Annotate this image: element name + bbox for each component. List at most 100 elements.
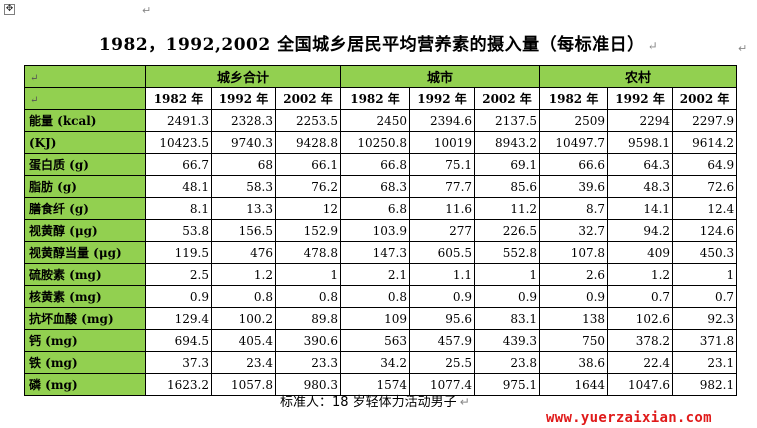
table-row: 膳食纤 (g) 8.1 13.3 12 6.8 11.6 11.2 8.7 14.1 12.4 bbox=[24, 197, 738, 220]
table-row: 硫胺素 (mg) 2.5 1.2 1 2.1 1.1 1 2.6 1.2 1 bbox=[24, 263, 738, 286]
value-cell: 0.9 bbox=[409, 285, 476, 308]
value-cell: 1.1 bbox=[409, 263, 476, 286]
value-cell: 156.5 bbox=[211, 219, 276, 242]
row-label: 视黄醇当量 (μg) bbox=[24, 241, 146, 264]
value-cell: 0.7 bbox=[607, 285, 674, 308]
row-label: 磷 (mg) bbox=[24, 373, 146, 396]
value-cell: 2450 bbox=[340, 109, 411, 132]
value-cell: 48.3 bbox=[607, 175, 674, 198]
value-cell: 23.4 bbox=[211, 351, 276, 374]
row-label: 抗坏血酸 (mg) bbox=[24, 307, 146, 330]
paragraph-mark-icon: ↵ bbox=[142, 4, 152, 17]
table-row: 抗坏血酸 (mg) 129.4 100.2 89.8 109 95.6 83.1 138 102… bbox=[24, 307, 738, 330]
value-cell: 64.3 bbox=[607, 153, 674, 176]
year-header: 2002 年 bbox=[274, 87, 342, 110]
value-cell: 0.8 bbox=[211, 285, 276, 308]
footer-text: 标准人：18 岁轻体力活动男子 bbox=[280, 395, 457, 410]
value-cell: 102.6 bbox=[607, 307, 674, 330]
group-header-rural: 农村 bbox=[539, 65, 738, 88]
value-cell: 694.5 bbox=[145, 329, 212, 352]
value-cell: 378.2 bbox=[607, 329, 674, 352]
nutrition-table: ↵ 城乡合计 城市 农村 ↵ 1982 年 1992 年 2002 年 1982… bbox=[24, 65, 738, 396]
value-cell: 103.9 bbox=[340, 219, 411, 242]
row-label: (KJ) bbox=[24, 131, 146, 154]
value-cell: 10423.5 bbox=[145, 131, 212, 154]
paragraph-mark-icon: ↵ bbox=[459, 395, 470, 409]
value-cell: 85.6 bbox=[474, 175, 541, 198]
value-cell: 68.3 bbox=[340, 175, 411, 198]
year-header: 1992 年 bbox=[211, 87, 276, 110]
value-cell: 23.3 bbox=[274, 351, 342, 374]
value-cell: 2491.3 bbox=[145, 109, 212, 132]
value-cell: 9614.2 bbox=[672, 131, 738, 154]
value-cell: 457.9 bbox=[409, 329, 476, 352]
value-cell: 1077.4 bbox=[409, 373, 476, 396]
table-row: 核黄素 (mg) 0.9 0.8 0.8 0.8 0.9 0.9 0.9 0.7 0.7 bbox=[24, 285, 738, 308]
row-label: 视黄醇 (μg) bbox=[24, 219, 146, 242]
value-cell: 1057.8 bbox=[211, 373, 276, 396]
year-header: 1982 年 bbox=[145, 87, 212, 110]
table-move-handle-icon[interactable]: ✥ bbox=[4, 4, 15, 15]
value-cell: 2297.9 bbox=[672, 109, 738, 132]
value-cell: 37.3 bbox=[145, 351, 212, 374]
value-cell: 12 bbox=[274, 197, 342, 220]
value-cell: 13.3 bbox=[211, 197, 276, 220]
value-cell: 2509 bbox=[539, 109, 609, 132]
value-cell: 129.4 bbox=[145, 307, 212, 330]
value-cell: 439.3 bbox=[474, 329, 541, 352]
table-row: 蛋白质 (g) 66.7 68 66.1 66.8 75.1 69.1 66.6 64.3 64.… bbox=[24, 153, 738, 176]
corner-cell: ↵ bbox=[24, 87, 146, 110]
value-cell: 152.9 bbox=[274, 219, 342, 242]
value-cell: 89.8 bbox=[274, 307, 342, 330]
table-row: 钙 (mg) 694.5 405.4 390.6 563 457.9 439.3 750 378… bbox=[24, 329, 738, 352]
value-cell: 11.2 bbox=[474, 197, 541, 220]
value-cell: 980.3 bbox=[274, 373, 342, 396]
value-cell: 1.2 bbox=[607, 263, 674, 286]
value-cell: 390.6 bbox=[274, 329, 342, 352]
value-cell: 109 bbox=[340, 307, 411, 330]
value-cell: 277 bbox=[409, 219, 476, 242]
value-cell: 0.7 bbox=[672, 285, 738, 308]
value-cell: 77.7 bbox=[409, 175, 476, 198]
value-cell: 0.8 bbox=[340, 285, 411, 308]
value-cell: 1.2 bbox=[211, 263, 276, 286]
value-cell: 975.1 bbox=[474, 373, 541, 396]
value-cell: 450.3 bbox=[672, 241, 738, 264]
value-cell: 9740.3 bbox=[211, 131, 276, 154]
value-cell: 0.9 bbox=[474, 285, 541, 308]
value-cell: 23.8 bbox=[474, 351, 541, 374]
value-cell: 2.5 bbox=[145, 263, 212, 286]
value-cell: 147.3 bbox=[340, 241, 411, 264]
value-cell: 100.2 bbox=[211, 307, 276, 330]
value-cell: 72.6 bbox=[672, 175, 738, 198]
value-cell: 2253.5 bbox=[274, 109, 342, 132]
value-cell: 405.4 bbox=[211, 329, 276, 352]
value-cell: 124.6 bbox=[672, 219, 738, 242]
value-cell: 10019 bbox=[409, 131, 476, 154]
value-cell: 39.6 bbox=[539, 175, 609, 198]
table-row: 磷 (mg) 1623.2 1057.8 980.3 1574 1077.4 975.1 16… bbox=[24, 373, 738, 396]
title-text: 1982，1992,2002 全国城乡居民平均营养素的摄入量（每标准日） bbox=[98, 35, 645, 55]
value-cell: 10497.7 bbox=[539, 131, 609, 154]
value-cell: 12.4 bbox=[672, 197, 738, 220]
row-label: 蛋白质 (g) bbox=[24, 153, 146, 176]
value-cell: 8.7 bbox=[539, 197, 609, 220]
year-header: 1982 年 bbox=[340, 87, 411, 110]
value-cell: 605.5 bbox=[409, 241, 476, 264]
value-cell: 409 bbox=[607, 241, 674, 264]
value-cell: 1 bbox=[474, 263, 541, 286]
paragraph-mark-icon: ↵ bbox=[738, 42, 748, 55]
corner-cell: ↵ bbox=[24, 65, 146, 88]
value-cell: 1574 bbox=[340, 373, 411, 396]
row-label: 核黄素 (mg) bbox=[24, 285, 146, 308]
value-cell: 94.2 bbox=[607, 219, 674, 242]
value-cell: 1 bbox=[274, 263, 342, 286]
value-cell: 69.1 bbox=[474, 153, 541, 176]
value-cell: 83.1 bbox=[474, 307, 541, 330]
value-cell: 138 bbox=[539, 307, 609, 330]
row-label: 脂肪 (g) bbox=[24, 175, 146, 198]
year-header: 2002 年 bbox=[672, 87, 738, 110]
site-watermark: www.yuerzaixian.com bbox=[546, 410, 712, 426]
value-cell: 1644 bbox=[539, 373, 609, 396]
value-cell: 119.5 bbox=[145, 241, 212, 264]
